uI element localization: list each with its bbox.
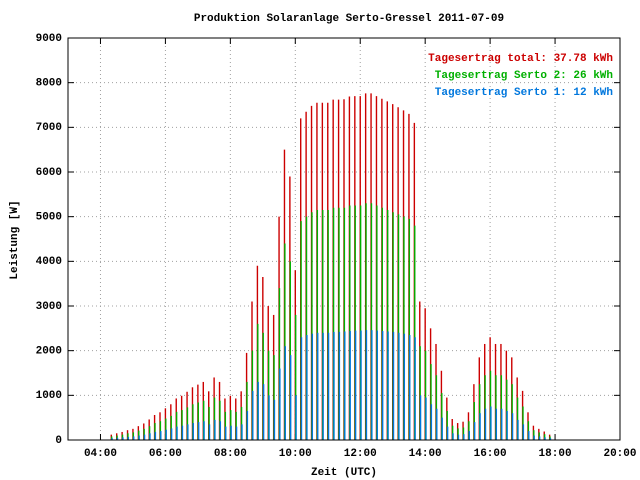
legend-entry: Tagesertrag Serto 1: 12 kWh: [435, 87, 613, 99]
y-tick-label: 8000: [36, 78, 62, 90]
y-tick-label: 2000: [36, 346, 62, 358]
plot-frame: [67, 37, 621, 441]
y-tick-label: 9000: [36, 33, 62, 45]
legend-entry: Tagesertrag Serto 2: 26 kWh: [435, 70, 613, 82]
y-tick-label: 6000: [36, 167, 62, 179]
x-tick-label: 06:00: [149, 448, 182, 460]
legend-entry: Tagesertrag total: 37.78 kWh: [428, 53, 613, 65]
x-tick-label: 16:00: [474, 448, 507, 460]
x-tick-label: 12:00: [344, 448, 377, 460]
x-tick-label: 18:00: [539, 448, 572, 460]
chart-title: Produktion Solaranlage Serto-Gressel 201…: [194, 13, 504, 25]
y-tick-label: 4000: [36, 256, 62, 268]
y-tick-label: 0: [55, 435, 62, 447]
y-tick-label: 1000: [36, 390, 62, 402]
y-tick-label: 3000: [36, 301, 62, 313]
x-tick-label: 20:00: [603, 448, 636, 460]
y-axis-label: Leistung [W]: [9, 200, 21, 279]
x-tick-label: 08:00: [214, 448, 247, 460]
x-tick-label: 14:00: [409, 448, 442, 460]
x-tick-label: 04:00: [84, 448, 117, 460]
y-tick-label: 7000: [36, 122, 62, 134]
x-axis-label: Zeit (UTC): [311, 467, 377, 479]
x-tick-label: 10:00: [279, 448, 312, 460]
y-tick-label: 5000: [36, 212, 62, 224]
